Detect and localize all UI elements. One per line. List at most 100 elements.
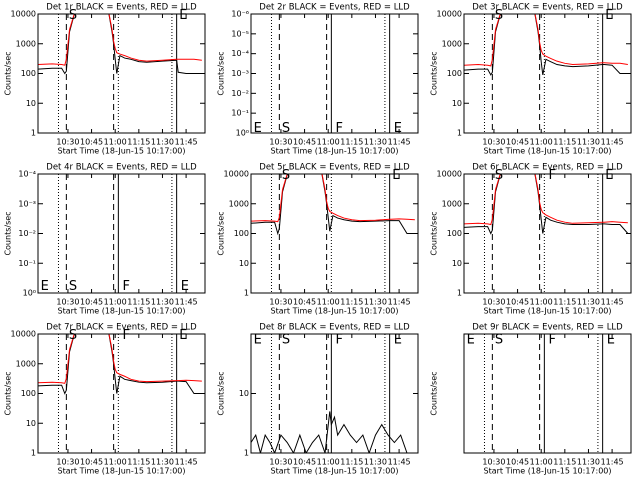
- x-tick-label: 11:45: [388, 458, 411, 467]
- x-tick-label: 10:30: [56, 138, 79, 147]
- y-axis-label: Counts/sec: [430, 211, 439, 255]
- x-tick-label: 11:45: [175, 458, 198, 467]
- panel: Det 6r BLACK = Events, RED = LLD Start Ti…: [430, 163, 632, 316]
- y-tick-label: 100: [447, 69, 462, 78]
- y-tick-label: 100: [21, 69, 36, 78]
- panel: Det 1r BLACK = Events, RED = LLD Start Ti…: [4, 3, 206, 156]
- annotation: E: [179, 328, 187, 343]
- series-line: [464, 14, 628, 67]
- y-tick-label: 100: [21, 389, 36, 398]
- y-tick-label: 10: [452, 99, 462, 108]
- annotation: S: [495, 332, 503, 347]
- x-tick-label: 11:00: [530, 298, 553, 307]
- series-line: [464, 174, 629, 235]
- y-tick-label: 10⁰: [236, 129, 249, 138]
- y-tick-label: 100: [447, 229, 462, 238]
- plot-frame: [37, 173, 206, 294]
- x-axis-label: Start Time (18-Jun-15 10:17:00): [484, 147, 612, 156]
- annotation: S: [282, 168, 290, 183]
- x-tick-label: 11:45: [388, 298, 411, 307]
- y-tick-label: 10⁻⁶: [231, 10, 249, 19]
- panel: Det 7r BLACK = Events, RED = LLD Start Ti…: [4, 323, 206, 476]
- annotation: S: [69, 328, 77, 343]
- annotation: F: [123, 328, 130, 343]
- y-axis-label: Counts/sec: [430, 371, 439, 415]
- y-tick-label: 10000: [437, 170, 462, 179]
- x-tick-label: 10:45: [506, 138, 529, 147]
- y-axis-label: Counts/sec: [430, 51, 439, 95]
- annotation: F: [336, 332, 343, 347]
- annotation: F: [336, 121, 343, 136]
- x-tick-label: 11:00: [530, 138, 553, 147]
- x-tick-label: 11:30: [364, 458, 387, 467]
- x-tick-label: 10:45: [293, 458, 316, 467]
- annotation: E: [394, 121, 402, 136]
- x-tick-label: 11:00: [104, 138, 127, 147]
- y-tick-label: 1000: [16, 39, 36, 48]
- panel-title: Det 6r BLACK = Events, RED = LLD: [472, 163, 623, 173]
- y-axis-label: Counts/sec: [217, 211, 226, 255]
- x-tick-label: 10:30: [269, 138, 292, 147]
- y-tick-label: 10⁻²: [18, 229, 36, 238]
- annotation: S: [282, 332, 290, 347]
- y-tick-label: 1000: [442, 39, 462, 48]
- x-tick-label: 11:30: [364, 138, 387, 147]
- annotation: F: [549, 332, 556, 347]
- x-tick-label: 11:15: [127, 458, 150, 467]
- lines: [464, 14, 628, 76]
- annotation: E: [605, 8, 613, 23]
- x-axis-label: Start Time (18-Jun-15 10:17:00): [271, 307, 399, 316]
- panel: Det 9r BLACK = Events, RED = LLD Start Ti…: [430, 323, 632, 476]
- x-tick-label: 11:30: [364, 298, 387, 307]
- annotation: F: [123, 279, 130, 294]
- x-tick-label: 11:45: [175, 138, 198, 147]
- x-tick-label: 10:30: [269, 458, 292, 467]
- lines: [251, 174, 415, 236]
- y-tick-label: 10000: [224, 170, 249, 179]
- annotation: E: [392, 168, 400, 183]
- x-tick-label: 11:30: [577, 138, 600, 147]
- x-axis-label: Start Time (18-Jun-15 10:17:00): [58, 467, 186, 476]
- x-tick-label: 10:45: [80, 458, 103, 467]
- plot-frame: [463, 13, 632, 134]
- x-axis-label: Start Time (18-Jun-15 10:17:00): [58, 307, 186, 316]
- y-tick-label: 1: [244, 289, 249, 298]
- annotation: E: [394, 332, 402, 347]
- y-axis-label: Counts/sec: [4, 51, 13, 95]
- plot-frame: [37, 333, 206, 454]
- x-tick-label: 10:45: [80, 298, 103, 307]
- x-tick-label: 10:30: [56, 458, 79, 467]
- annotation: S: [69, 279, 77, 294]
- plot-frame: [250, 173, 419, 294]
- series-line: [464, 174, 628, 226]
- x-tick-label: 11:30: [577, 458, 600, 467]
- y-tick-label: 1000: [442, 199, 462, 208]
- panel-title: Det 5r BLACK = Events, RED = LLD: [259, 163, 410, 173]
- series-line: [251, 174, 415, 223]
- y-tick-label: 10: [452, 259, 462, 268]
- y-tick-label: 10000: [11, 330, 36, 339]
- annotation: S: [282, 121, 290, 136]
- series-line: [251, 411, 414, 453]
- series-line: [38, 14, 202, 66]
- x-axis-label: Start Time (18-Jun-15 10:17:00): [271, 147, 399, 156]
- x-tick-label: 10:30: [269, 298, 292, 307]
- y-tick-label: 1000: [16, 359, 36, 368]
- panel-title: Det 7r BLACK = Events, RED = LLD: [46, 323, 197, 333]
- y-tick-label: 10⁻³: [18, 199, 36, 208]
- x-tick-label: 11:00: [317, 298, 340, 307]
- series-line: [251, 174, 415, 236]
- x-tick-label: 10:30: [56, 298, 79, 307]
- y-tick-label: 100: [234, 229, 249, 238]
- y-tick-label: 10⁻¹: [18, 259, 36, 268]
- x-tick-label: 11:00: [317, 138, 340, 147]
- y-tick-label: 10000: [11, 10, 36, 19]
- x-tick-label: 11:15: [553, 458, 576, 467]
- lines: [38, 14, 202, 75]
- y-tick-label: 10: [239, 389, 249, 398]
- panel-title: Det 1r BLACK = Events, RED = LLD: [46, 3, 197, 13]
- lines: [38, 334, 202, 395]
- x-axis-label: Start Time (18-Jun-15 10:17:00): [58, 147, 186, 156]
- plot-frame: [463, 333, 632, 454]
